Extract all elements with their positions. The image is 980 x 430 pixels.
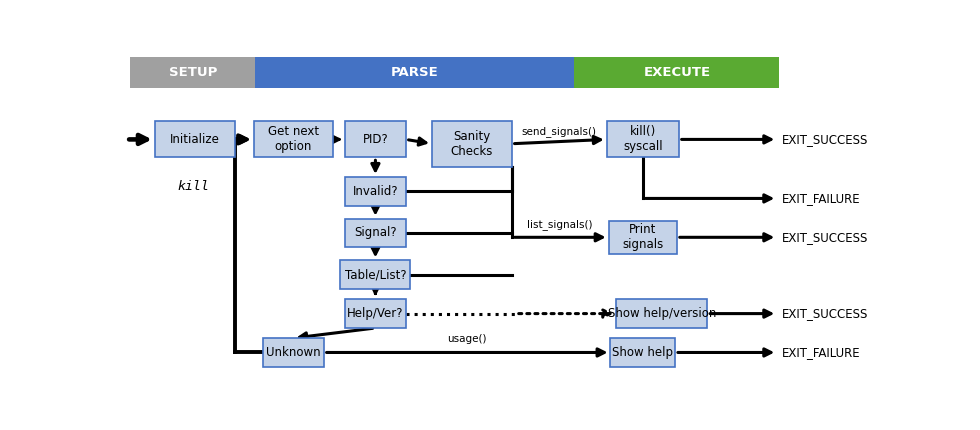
Text: Unknown: Unknown [267, 346, 320, 359]
FancyBboxPatch shape [345, 299, 406, 328]
FancyBboxPatch shape [340, 260, 411, 289]
Text: EXIT_SUCCESS: EXIT_SUCCESS [782, 307, 868, 320]
FancyBboxPatch shape [607, 121, 679, 157]
FancyBboxPatch shape [345, 218, 406, 247]
Text: PARSE: PARSE [391, 66, 439, 79]
Text: PID?: PID? [363, 133, 388, 146]
FancyBboxPatch shape [345, 121, 406, 157]
FancyBboxPatch shape [609, 221, 677, 254]
Text: Table/List?: Table/List? [345, 268, 407, 281]
FancyBboxPatch shape [616, 299, 708, 328]
Text: list_signals(): list_signals() [527, 219, 593, 230]
Text: send_signals(): send_signals() [521, 126, 597, 137]
Text: EXIT_SUCCESS: EXIT_SUCCESS [782, 231, 868, 244]
Text: Sanity
Checks: Sanity Checks [451, 130, 493, 158]
Text: Print
signals: Print signals [622, 223, 663, 251]
Text: kill: kill [177, 181, 209, 194]
Text: EXIT_FAILURE: EXIT_FAILURE [782, 192, 860, 205]
Text: Help/Ver?: Help/Ver? [347, 307, 404, 320]
Text: Signal?: Signal? [354, 227, 397, 240]
Text: SETUP: SETUP [169, 66, 217, 79]
Text: usage(): usage() [448, 335, 487, 344]
FancyBboxPatch shape [611, 338, 675, 367]
FancyBboxPatch shape [254, 121, 333, 157]
Bar [574, 57, 779, 88]
Text: EXIT_FAILURE: EXIT_FAILURE [782, 346, 860, 359]
Text: Show help/version: Show help/version [608, 307, 716, 320]
FancyBboxPatch shape [263, 338, 323, 367]
Bar [130, 57, 256, 88]
Text: EXECUTE: EXECUTE [644, 66, 710, 79]
Text: EXIT_SUCCESS: EXIT_SUCCESS [782, 133, 868, 146]
FancyBboxPatch shape [432, 121, 512, 167]
Text: kill()
syscall: kill() syscall [623, 126, 662, 154]
Text: Invalid?: Invalid? [353, 185, 398, 198]
FancyBboxPatch shape [345, 177, 406, 206]
Bar [256, 57, 574, 88]
Text: Get next
option: Get next option [268, 126, 318, 154]
Text: Initialize: Initialize [170, 133, 220, 146]
Text: Show help: Show help [612, 346, 673, 359]
FancyBboxPatch shape [155, 121, 234, 157]
